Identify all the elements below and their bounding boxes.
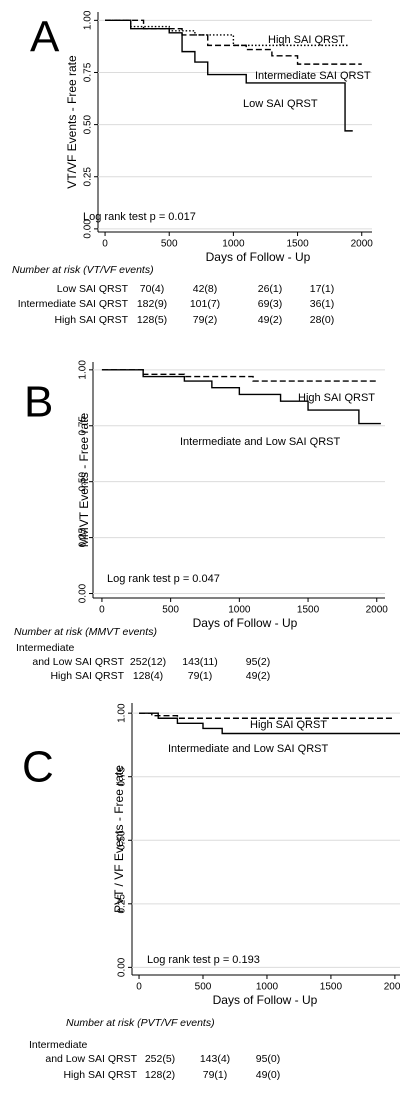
x-tick-label: 1500 [297,605,320,616]
risk-cell: 143(4) [200,1053,230,1065]
x-tick-label: 2000 [366,605,389,616]
y-tick-label: 0.25 [83,167,94,187]
series-label: Low SAI QRST [243,98,318,110]
x-tick-label: 1000 [228,605,251,616]
risk-cell: 26(1) [258,283,283,295]
risk-cell: 128(4) [133,670,163,682]
y-axis-title: VT/VF Events - Free rate [65,55,79,189]
risk-cell: 182(9) [137,298,167,310]
risk-cell: 49(0) [256,1069,281,1081]
km-curve [101,369,381,425]
risk-cell: 49(2) [258,314,283,326]
risk-cell: 42(8) [193,283,218,295]
risk-row-label: Intermediate [16,642,75,654]
x-tick-label: 0 [102,239,108,250]
risk-row-label: and Low SAI QRST [32,656,124,668]
risk-cell: 252(12) [130,656,166,668]
annotation: Log rank test p = 0.193 [147,954,260,966]
km-curve [139,712,400,735]
risk-row-label: and Low SAI QRST [45,1053,137,1065]
y-tick-label: 0.00 [117,957,128,977]
km-curve [139,712,395,719]
series-label: High SAI QRST [298,392,375,404]
series-label: High SAI QRST [268,34,345,46]
risk-cell: 17(1) [310,283,335,295]
risk-cell: 49(2) [246,670,271,682]
y-tick-label: 0.50 [78,472,89,492]
y-tick-label: 0.75 [78,416,89,436]
y-tick-label: 0.25 [78,527,89,547]
y-tick-label: 0.50 [83,114,94,134]
risk-cell: 79(2) [193,314,218,326]
x-tick-label: 0 [99,605,105,616]
series-label: High SAI QRST [250,719,327,731]
risk-row-label: High SAI QRST [63,1069,137,1081]
x-tick-label: 1500 [320,982,343,993]
series-label: Intermediate SAI QRST [255,70,371,82]
y-axis-title: MMVT Events - Free rate [77,412,91,547]
risk-cell: 95(2) [246,656,271,668]
y-tick-label: 0.50 [117,830,128,850]
x-tick-label: 2000 [384,982,400,993]
x-tick-label: 1000 [222,239,245,250]
km-curve [105,19,362,65]
x-tick-label: 500 [195,982,212,993]
y-tick-label: 1.00 [117,703,128,723]
x-tick-label: 0 [136,982,142,993]
x-tick-label: 500 [162,605,179,616]
y-tick-label: 1.00 [83,10,94,30]
y-tick-label: 0.00 [83,219,94,239]
x-axis-title: Days of Follow - Up [213,993,318,1007]
y-tick-label: 0.00 [78,583,89,603]
risk-table-title: Number at risk (VT/VF events) [12,264,154,276]
y-tick-label: 1.00 [78,360,89,380]
y-tick-label: 0.25 [117,894,128,914]
risk-cell: 79(1) [188,670,213,682]
km-curve [105,19,353,132]
y-tick-label: 0.75 [117,767,128,787]
annotation: Log rank test p = 0.047 [107,573,220,585]
risk-table-title: Number at risk (MMVT events) [14,626,157,638]
risk-cell: 252(5) [145,1053,175,1065]
risk-cell: 95(0) [256,1053,281,1065]
panel-letter: B [24,378,53,427]
y-tick-label: 0.75 [83,62,94,82]
risk-row-label: Intermediate [29,1039,88,1051]
risk-cell: 36(1) [310,298,335,310]
x-axis-title: Days of Follow - Up [193,616,298,630]
x-tick-label: 1500 [286,239,309,250]
panel-letter: A [30,13,60,62]
panel-letter: C [22,743,54,792]
risk-cell: 143(11) [182,656,217,668]
risk-cell: 70(4) [140,283,165,295]
risk-cell: 69(3) [258,298,283,310]
y-axis-title: PVT / VF Events - Free rate [112,765,126,913]
annotation: Log rank test p = 0.017 [83,211,196,223]
risk-row-label: Intermediate SAI QRST [18,298,129,310]
x-tick-label: 2000 [351,239,374,250]
series-label: Intermediate and Low SAI QRST [168,743,328,755]
risk-cell: 79(1) [203,1069,228,1081]
risk-cell: 28(0) [310,314,335,326]
risk-cell: 128(2) [145,1069,175,1081]
risk-cell: 128(5) [137,314,167,326]
x-tick-label: 500 [161,239,178,250]
series-label: Intermediate and Low SAI QRST [180,436,340,448]
x-axis-title: Days of Follow - Up [206,250,311,264]
risk-row-label: High SAI QRST [54,314,128,326]
risk-row-label: Low SAI QRST [57,283,129,295]
x-tick-label: 1000 [256,982,279,993]
risk-table-title: Number at risk (PVT/VF events) [66,1017,215,1029]
risk-row-label: High SAI QRST [50,670,124,682]
risk-cell: 101(7) [190,298,220,310]
